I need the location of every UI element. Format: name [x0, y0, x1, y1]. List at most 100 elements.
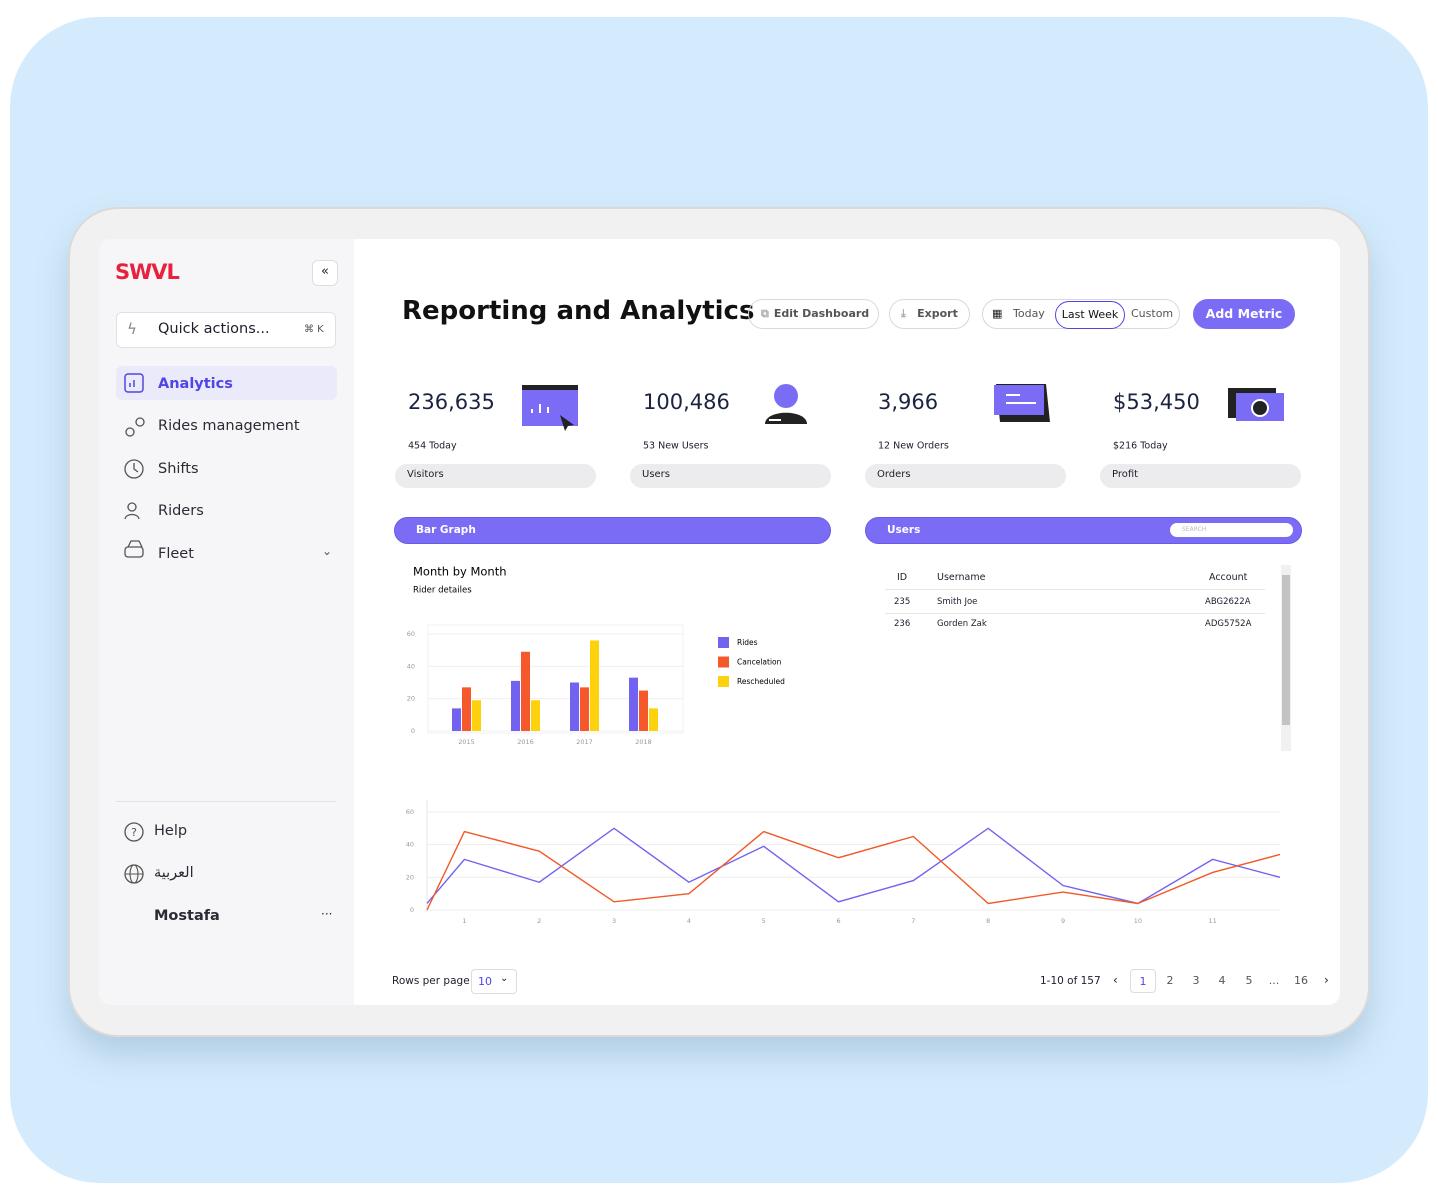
- panel-header: Users SEARCH: [865, 517, 1302, 544]
- page-button[interactable]: 3: [1192, 974, 1200, 987]
- nav-item[interactable]: Shifts: [158, 461, 199, 477]
- row-divider: [885, 613, 1265, 614]
- quick-actions[interactable]: ϟ Quick actions... ⌘ K: [116, 312, 336, 348]
- metric-label-pill: Visitors: [395, 464, 596, 488]
- rows-select[interactable]: 10 ⌄: [471, 969, 517, 994]
- panel-header: Bar Graph: [394, 517, 831, 544]
- bar: [511, 680, 520, 731]
- y-tick-label: 60: [406, 808, 414, 816]
- y-tick-label: 0: [411, 727, 415, 735]
- x-tick-label: 7: [911, 917, 915, 925]
- search-input[interactable]: SEARCH: [1170, 523, 1293, 537]
- prev-page[interactable]: ‹: [1113, 973, 1118, 987]
- metric-label: Visitors: [407, 469, 444, 480]
- language[interactable]: العربية: [154, 865, 194, 881]
- x-tick-label: 2017: [576, 738, 593, 746]
- y-tick-label: 60: [407, 630, 415, 638]
- nav-active-bg: [116, 366, 337, 400]
- metric-label-pill: Orders: [865, 464, 1066, 488]
- bolt-icon: ϟ: [127, 320, 137, 338]
- nav-item[interactable]: Fleet: [158, 546, 194, 562]
- metric-value: $53,450: [1113, 390, 1200, 414]
- divider: [116, 801, 336, 802]
- metric-note: 454 Today: [408, 440, 457, 452]
- column-header: Username: [937, 572, 986, 583]
- cell: 235: [894, 597, 911, 607]
- x-tick-label: 8: [986, 917, 990, 925]
- bar: [521, 651, 530, 731]
- y-tick-label: 0: [410, 906, 414, 914]
- panel-title: Users: [887, 524, 921, 536]
- chart-subtitle: Rider detailes: [413, 586, 472, 596]
- last-week-button[interactable]: Last Week: [1055, 301, 1125, 329]
- bar: [462, 687, 471, 731]
- scrollbar[interactable]: [1281, 565, 1291, 751]
- bar: [590, 640, 599, 731]
- button-label: Edit Dashboard: [773, 307, 870, 320]
- x-tick-label: 1: [462, 917, 466, 925]
- next-page[interactable]: ›: [1324, 973, 1329, 987]
- x-tick-label: 3: [612, 917, 616, 925]
- column-header: Account: [1209, 572, 1248, 583]
- metric-label-pill: Profit: [1100, 464, 1301, 488]
- button-label: Export: [917, 307, 958, 320]
- metric-label: Users: [642, 469, 671, 480]
- metric-value: 236,635: [408, 390, 495, 414]
- y-tick-label: 40: [406, 841, 414, 849]
- y-tick-label: 20: [407, 695, 415, 703]
- bar: [649, 708, 658, 731]
- more-button[interactable]: ···: [321, 907, 333, 921]
- page-title: Reporting and Analytics: [402, 296, 755, 326]
- page-button[interactable]: 2: [1166, 974, 1174, 987]
- help[interactable]: Help: [154, 823, 188, 839]
- line-series: [426, 827, 1281, 905]
- quick-actions-label: Quick actions...: [158, 321, 270, 337]
- range-label: 1-10 of 157: [1040, 975, 1101, 987]
- bar: [629, 677, 638, 731]
- page-button[interactable]: 5: [1245, 974, 1253, 987]
- chart-title: Month by Month: [413, 565, 507, 579]
- x-tick-label: 10: [1134, 917, 1142, 925]
- legend-swatch: [718, 656, 729, 668]
- row-divider: [885, 589, 1265, 590]
- scrollbar-thumb[interactable]: [1282, 575, 1290, 725]
- svg-text:?: ?: [131, 826, 137, 839]
- metric-note: 53 New Users: [643, 440, 709, 452]
- metric-label-pill: Users: [630, 464, 831, 488]
- bar: [580, 687, 589, 731]
- date-range-group: ▦ Today Last Week Custom: [982, 299, 1180, 329]
- x-tick-label: 2018: [635, 738, 652, 746]
- edit-dashboard-button[interactable]: ⧉ Edit Dashboard: [748, 299, 879, 329]
- nav-item[interactable]: Riders: [158, 503, 204, 519]
- metric-note: $216 Today: [1113, 440, 1168, 452]
- page-button[interactable]: 16: [1294, 974, 1308, 987]
- legend-swatch: [718, 637, 729, 648]
- legend-label: Rescheduled: [737, 677, 785, 686]
- y-tick-label: 20: [406, 873, 414, 881]
- x-tick-label: 4: [687, 917, 691, 925]
- cell: 236: [894, 619, 911, 629]
- custom-button[interactable]: Custom: [1131, 307, 1174, 320]
- export-button[interactable]: ⤓ Export: [889, 299, 970, 329]
- collapse-button[interactable]: «: [312, 260, 338, 286]
- legend-swatch: [718, 676, 729, 687]
- nav-item[interactable]: Analytics: [158, 376, 233, 392]
- nav-item[interactable]: Rides management: [158, 418, 300, 434]
- page-button[interactable]: 4: [1218, 974, 1226, 987]
- x-tick-label: 2: [537, 917, 541, 925]
- panel-title: Bar Graph: [416, 524, 476, 536]
- bar: [452, 708, 461, 731]
- bar: [531, 700, 540, 731]
- x-tick-label: 5: [762, 917, 766, 925]
- today-button[interactable]: Today: [1013, 307, 1045, 320]
- y-tick-label: 40: [407, 662, 415, 670]
- page-button[interactable]: ...: [1268, 974, 1280, 987]
- page-button[interactable]: 1: [1130, 969, 1156, 993]
- cell: Smith Joe: [937, 597, 978, 607]
- rows-per-page-label: Rows per page: [392, 975, 470, 987]
- x-tick-label: 9: [1061, 917, 1065, 925]
- add-metric-button[interactable]: Add Metric: [1193, 299, 1295, 329]
- x-tick-label: 2015: [458, 738, 475, 746]
